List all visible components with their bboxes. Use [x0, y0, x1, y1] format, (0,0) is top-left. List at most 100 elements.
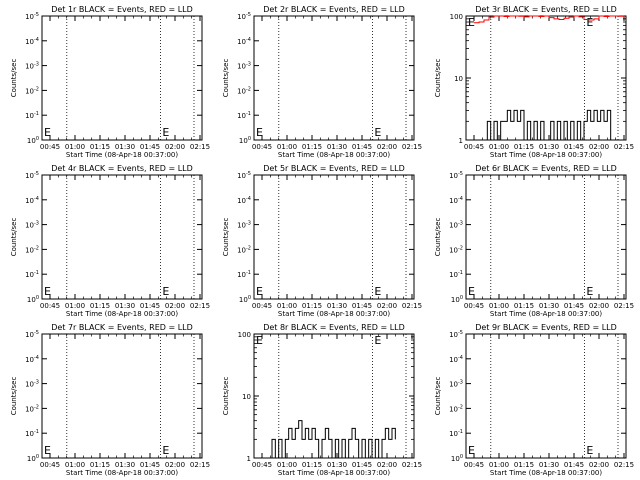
- y-tick-label: 10-1: [449, 429, 463, 438]
- x-tick-label: 01:30: [115, 461, 135, 469]
- x-tick-label: 00:45: [252, 143, 272, 151]
- plot-frame: [465, 174, 627, 300]
- x-tick-label: 00:45: [252, 461, 272, 469]
- y-tick-label: 100: [451, 454, 463, 463]
- event-marker-label: E: [374, 334, 381, 347]
- y-tick-label: 10-2: [237, 245, 251, 254]
- x-tick-label: 00:45: [464, 302, 484, 310]
- y-tick-label: 10-2: [449, 245, 463, 254]
- chart-panel: Det 8r BLACK = Events, RED = LLD Counts/s…: [222, 323, 422, 477]
- x-axis-label: Start Time (08-Apr-18 00:37:00): [490, 151, 602, 159]
- x-tick-label: 01:00: [277, 461, 297, 469]
- y-tick-label: 10-2: [25, 245, 39, 254]
- chart-title: Det 3r BLACK = Events, RED = LLD: [475, 5, 617, 14]
- x-tick-label: 01:30: [539, 461, 559, 469]
- event-marker-label: E: [44, 444, 51, 457]
- chart-panel: Det 4r BLACK = Events, RED = LLD Counts/s…: [10, 164, 210, 318]
- x-tick-label: 02:15: [402, 302, 422, 310]
- y-axis-label: Counts/sec: [222, 377, 230, 416]
- x-axis-label: Start Time (08-Apr-18 00:37:00): [66, 469, 178, 477]
- x-tick-label: 01:30: [327, 302, 347, 310]
- plot-frame: [41, 174, 203, 300]
- event-marker-label: E: [256, 285, 263, 298]
- y-tick-label: 100: [239, 136, 251, 145]
- x-tick-label: 01:00: [277, 302, 297, 310]
- event-marker-label: E: [162, 444, 169, 457]
- x-tick-label: 01:45: [140, 302, 160, 310]
- y-tick-label: 10-5: [449, 171, 463, 180]
- chart-title: Det 7r BLACK = Events, RED = LLD: [51, 323, 193, 332]
- y-axis-label: Counts/sec: [434, 377, 442, 416]
- event-marker-label: E: [586, 444, 593, 457]
- y-axis-label: Counts/sec: [10, 59, 18, 98]
- x-tick-label: 00:45: [40, 143, 60, 151]
- x-tick-label: 01:45: [564, 302, 584, 310]
- y-tick-label: 10-4: [449, 355, 463, 364]
- x-tick-label: 00:45: [464, 461, 484, 469]
- x-tick-label: 01:00: [489, 302, 509, 310]
- y-tick-label: 10-2: [25, 86, 39, 95]
- series-line: [268, 420, 396, 459]
- x-axis-label: Start Time (08-Apr-18 00:37:00): [278, 469, 390, 477]
- event-marker-label: E: [256, 126, 263, 139]
- chart-title: Det 1r BLACK = Events, RED = LLD: [51, 5, 193, 14]
- x-tick-label: 02:15: [614, 302, 634, 310]
- y-axis-label: Counts/sec: [434, 218, 442, 257]
- x-tick-label: 01:45: [352, 143, 372, 151]
- x-tick-label: 01:00: [65, 302, 85, 310]
- x-tick-label: 01:00: [277, 143, 297, 151]
- y-tick-label: 10-3: [449, 221, 463, 230]
- x-tick-label: 01:30: [539, 143, 559, 151]
- plot-frame: [253, 15, 415, 141]
- y-axis-label: Counts/sec: [222, 218, 230, 257]
- x-tick-label: 00:45: [40, 461, 60, 469]
- x-tick-label: 01:30: [115, 143, 135, 151]
- chart-title: Det 4r BLACK = Events, RED = LLD: [51, 164, 193, 173]
- y-tick-label: 10-4: [237, 196, 251, 205]
- y-tick-label: 10-1: [25, 111, 39, 120]
- x-axis-label: Start Time (08-Apr-18 00:37:00): [490, 469, 602, 477]
- event-marker-label: E: [468, 444, 475, 457]
- chart-panel: Det 7r BLACK = Events, RED = LLD Counts/s…: [10, 323, 210, 477]
- x-tick-label: 01:30: [327, 143, 347, 151]
- y-tick-label: 100: [450, 13, 463, 21]
- y-tick-label: 10-5: [25, 330, 39, 339]
- y-tick-label: 100: [239, 295, 251, 304]
- x-tick-label: 01:15: [90, 302, 110, 310]
- x-tick-label: 01:15: [90, 143, 110, 151]
- x-tick-label: 01:15: [514, 143, 534, 151]
- plot-frame: [465, 333, 627, 459]
- y-tick-label: 100: [27, 136, 39, 145]
- event-marker-label: E: [374, 285, 381, 298]
- y-tick-label: 10-3: [25, 221, 39, 230]
- chart-panel: Det 2r BLACK = Events, RED = LLD Counts/s…: [222, 5, 422, 159]
- chart-title: Det 2r BLACK = Events, RED = LLD: [263, 5, 405, 14]
- x-tick-label: 01:30: [327, 461, 347, 469]
- y-tick-label: 100: [27, 295, 39, 304]
- y-tick-label: 10-2: [449, 404, 463, 413]
- event-marker-label: E: [256, 334, 263, 347]
- y-tick-label: 10-5: [449, 330, 463, 339]
- x-tick-label: 02:00: [377, 302, 397, 310]
- chart-title: Det 9r BLACK = Events, RED = LLD: [475, 323, 617, 332]
- event-marker-label: E: [586, 285, 593, 298]
- x-tick-label: 02:15: [190, 302, 210, 310]
- chart-panel: Det 3r BLACK = Events, RED = LLD Counts/s…: [434, 5, 634, 159]
- event-marker-label: E: [44, 285, 51, 298]
- x-axis-label: Start Time (08-Apr-18 00:37:00): [490, 310, 602, 318]
- y-tick-label: 10-3: [25, 62, 39, 71]
- x-tick-label: 02:00: [165, 143, 185, 151]
- y-tick-label: 1: [247, 455, 251, 463]
- event-marker-label: E: [162, 285, 169, 298]
- chart-panel: Det 6r BLACK = Events, RED = LLD Counts/s…: [434, 164, 634, 318]
- y-axis-label: Counts/sec: [10, 218, 18, 257]
- y-tick-label: 10-4: [449, 196, 463, 205]
- x-axis-label: Start Time (08-Apr-18 00:37:00): [278, 310, 390, 318]
- chart-panel: Det 1r BLACK = Events, RED = LLD Counts/s…: [10, 5, 210, 159]
- y-tick-label: 10: [454, 75, 463, 83]
- x-tick-label: 01:00: [489, 143, 509, 151]
- x-tick-label: 02:15: [402, 143, 422, 151]
- chart-title: Det 8r BLACK = Events, RED = LLD: [263, 323, 405, 332]
- x-tick-label: 01:45: [352, 302, 372, 310]
- y-tick-label: 10-5: [237, 171, 251, 180]
